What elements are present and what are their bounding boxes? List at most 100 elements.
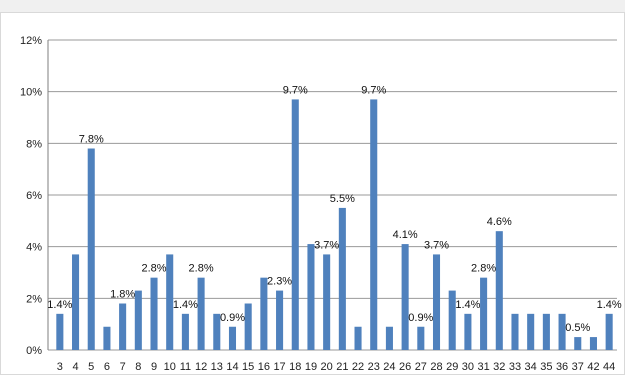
x-tick-label: 7 [120, 361, 126, 373]
data-label: 0.9% [408, 312, 433, 324]
data-label: 3.7% [424, 239, 449, 251]
bar [87, 148, 95, 350]
bar [480, 277, 488, 350]
y-tick-label: 12% [20, 35, 42, 47]
x-tick-label: 14 [226, 361, 238, 373]
data-label: 2.8% [189, 263, 214, 275]
bar [103, 326, 111, 350]
x-tick-label: 16 [258, 361, 270, 373]
bar [338, 207, 346, 350]
data-label: 4.1% [393, 229, 418, 241]
data-label: 1.4% [455, 299, 480, 311]
x-tick-label: 12 [195, 361, 207, 373]
x-tick-label: 35 [540, 361, 552, 373]
y-tick-label: 0% [26, 345, 42, 357]
bar [119, 303, 127, 350]
x-tick-label: 17 [273, 361, 285, 373]
x-tick-label: 8 [135, 361, 141, 373]
x-tick-label: 27 [415, 361, 427, 373]
x-tick-label: 10 [164, 361, 176, 373]
bar [354, 326, 362, 350]
x-tick-label: 5 [88, 361, 94, 373]
bar [370, 99, 378, 351]
bar [307, 244, 315, 350]
x-tick-label: 15 [242, 361, 254, 373]
x-tick-label: 34 [525, 361, 537, 373]
data-label: 9.7% [361, 84, 386, 96]
x-tick-label: 31 [477, 361, 489, 373]
x-tick-label: 22 [352, 361, 364, 373]
bar [511, 313, 519, 350]
data-label: 7.8% [79, 134, 104, 146]
x-tick-label: 4 [72, 361, 78, 373]
bar [197, 277, 205, 350]
x-tick-label: 23 [368, 361, 380, 373]
data-label: 0.5% [565, 322, 590, 334]
data-label: 1.4% [47, 299, 72, 311]
bar [134, 290, 142, 350]
y-tick-label: 2% [26, 293, 42, 305]
x-tick-label: 29 [446, 361, 458, 373]
bar [574, 337, 582, 350]
bar [276, 290, 284, 350]
x-tick-label: 30 [462, 361, 474, 373]
data-label: 3.7% [314, 239, 339, 251]
bar [558, 313, 566, 350]
data-label: 9.7% [283, 84, 308, 96]
bar [260, 277, 268, 350]
x-tick-label: 11 [180, 361, 191, 373]
data-label: 2.3% [267, 276, 292, 288]
bar [213, 313, 221, 350]
bar [323, 254, 331, 350]
x-tick-label: 26 [399, 361, 411, 373]
x-tick-label: 28 [430, 361, 442, 373]
bar [150, 277, 158, 350]
x-tick-label: 33 [509, 361, 521, 373]
data-label: 2.8% [141, 263, 166, 275]
data-label: 4.6% [487, 216, 512, 228]
x-tick-label: 13 [211, 361, 223, 373]
x-tick-label: 24 [383, 361, 395, 373]
y-tick-label: 10% [20, 87, 42, 99]
bar [417, 326, 425, 350]
bar [464, 313, 472, 350]
bar [385, 326, 393, 350]
bar [166, 254, 174, 350]
x-tick-label: 20 [321, 361, 333, 373]
data-label: 1.8% [110, 289, 135, 301]
data-label: 1.4% [597, 299, 622, 311]
y-tick-label: 8% [26, 138, 42, 150]
bar [495, 231, 503, 350]
x-tick-label: 6 [104, 361, 110, 373]
bar [432, 254, 441, 350]
bar [527, 313, 535, 350]
y-tick-label: 6% [26, 190, 42, 202]
data-label: 1.4% [173, 299, 198, 311]
data-label: 5.5% [330, 193, 355, 205]
bar [542, 313, 550, 350]
bar [181, 313, 189, 350]
bar [228, 326, 237, 350]
x-tick-label: 3 [57, 361, 63, 373]
x-tick-label: 42 [587, 361, 599, 373]
x-tick-label: 19 [305, 361, 317, 373]
x-tick-label: 44 [603, 361, 615, 373]
bar [401, 244, 409, 350]
x-tick-label: 36 [556, 361, 568, 373]
y-tick-label: 4% [26, 242, 42, 254]
x-tick-label: 32 [493, 361, 505, 373]
data-label: 0.9% [220, 312, 245, 324]
bar [244, 303, 252, 350]
x-tick-label: 18 [289, 361, 301, 373]
x-tick-label: 9 [151, 361, 157, 373]
bar [605, 313, 613, 350]
bar [448, 290, 456, 350]
bar [56, 313, 64, 350]
data-label: 2.8% [471, 263, 496, 275]
bar [72, 254, 80, 350]
x-tick-label: 21 [336, 361, 348, 373]
bar [589, 337, 597, 350]
x-tick-label: 37 [572, 361, 584, 373]
bar [291, 99, 299, 351]
